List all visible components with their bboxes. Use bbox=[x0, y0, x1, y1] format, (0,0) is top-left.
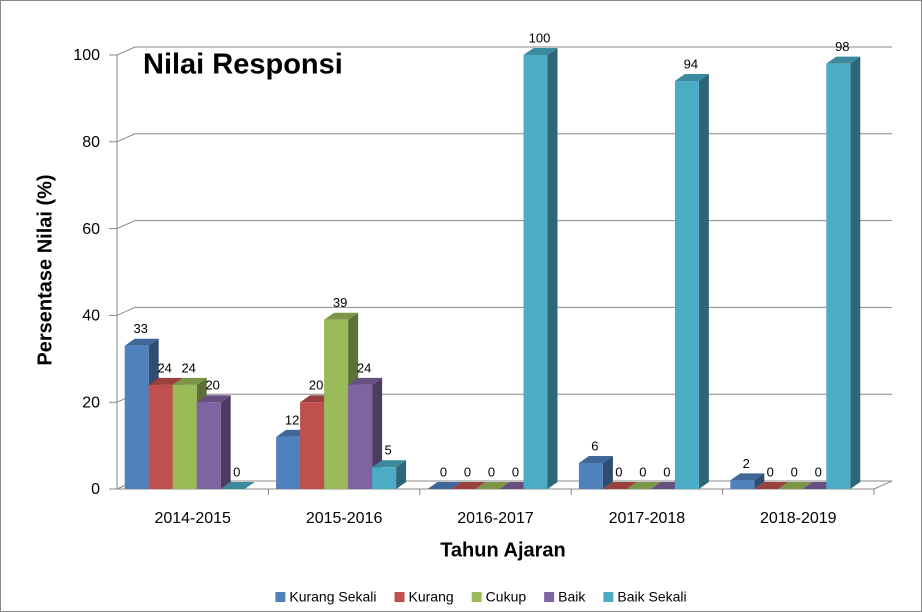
bar bbox=[276, 436, 301, 489]
grid-line bbox=[109, 46, 892, 56]
bar-side bbox=[602, 455, 613, 489]
bar-side bbox=[754, 473, 765, 489]
bar bbox=[124, 345, 149, 489]
value-label: 0 bbox=[663, 464, 670, 479]
bar-side bbox=[396, 460, 407, 489]
value-label: 20 bbox=[309, 378, 323, 393]
value-label: 0 bbox=[615, 464, 622, 479]
value-label: 0 bbox=[512, 464, 519, 479]
bar bbox=[300, 402, 325, 489]
bar bbox=[324, 319, 349, 489]
y-axis-title: Persentase Nilai (%) bbox=[34, 174, 56, 365]
y-tick-label: 60 bbox=[82, 221, 100, 238]
value-label: 24 bbox=[181, 360, 195, 375]
y-tick-label: 80 bbox=[82, 134, 100, 151]
bar-top bbox=[602, 482, 637, 489]
bar bbox=[148, 384, 173, 489]
bar-top bbox=[372, 460, 407, 468]
value-label: 0 bbox=[440, 464, 447, 479]
bar-side bbox=[698, 74, 709, 489]
bar-side bbox=[372, 377, 383, 489]
legend-label: Cukup bbox=[486, 589, 527, 605]
bar-side bbox=[850, 56, 861, 490]
x-tick-label: 2017-2018 bbox=[609, 510, 686, 527]
legend-swatch bbox=[275, 592, 286, 602]
x-axis-title: Tahun Ajaran bbox=[440, 539, 566, 561]
bar-side bbox=[220, 395, 231, 489]
x-tick-label: 2018-2019 bbox=[760, 510, 837, 527]
bar-top bbox=[475, 482, 510, 489]
legend-swatch bbox=[603, 592, 614, 602]
legend-label: Baik Sekali bbox=[617, 589, 686, 605]
bar-top bbox=[730, 473, 765, 481]
bar-top bbox=[172, 377, 207, 385]
value-label: 94 bbox=[684, 56, 698, 71]
bar-top bbox=[451, 482, 486, 489]
bar-top bbox=[778, 482, 813, 489]
y-tick-label: 100 bbox=[73, 47, 100, 64]
value-label: 0 bbox=[815, 464, 822, 479]
value-label: 24 bbox=[357, 360, 371, 375]
bar bbox=[372, 467, 397, 489]
legend-label: Kurang bbox=[409, 589, 454, 605]
bar bbox=[196, 402, 221, 489]
bar-top bbox=[148, 377, 183, 385]
chart-title: Nilai Responsi bbox=[143, 49, 343, 81]
bar bbox=[730, 480, 755, 489]
value-label: 6 bbox=[591, 438, 598, 453]
bar bbox=[348, 384, 373, 489]
value-label: 100 bbox=[529, 30, 551, 45]
bar-top bbox=[196, 395, 231, 403]
bar bbox=[523, 55, 548, 489]
bar-side bbox=[547, 48, 558, 489]
y-tick-label: 40 bbox=[82, 308, 100, 325]
value-label: 98 bbox=[835, 39, 849, 54]
value-label: 2 bbox=[743, 456, 750, 471]
bar-top bbox=[523, 48, 558, 55]
value-label: 0 bbox=[464, 464, 471, 479]
value-label: 0 bbox=[791, 464, 798, 479]
grid-line bbox=[109, 133, 892, 143]
value-label: 5 bbox=[384, 443, 391, 458]
value-label: 39 bbox=[333, 295, 347, 310]
x-tick-label: 2016-2017 bbox=[457, 510, 534, 527]
bar-top bbox=[220, 482, 255, 489]
legend-swatch bbox=[471, 592, 482, 602]
value-label: 0 bbox=[233, 464, 240, 479]
bar-top bbox=[427, 482, 462, 489]
x-tick-label: 2014-2015 bbox=[154, 510, 231, 527]
value-label: 33 bbox=[133, 321, 147, 336]
value-label: 12 bbox=[285, 412, 299, 427]
y-tick-label: 0 bbox=[91, 481, 100, 498]
legend-swatch bbox=[544, 592, 555, 602]
value-label: 0 bbox=[639, 464, 646, 479]
bar bbox=[578, 462, 603, 489]
bar-top bbox=[348, 377, 383, 385]
bar-top bbox=[324, 312, 359, 320]
legend-swatch bbox=[394, 592, 405, 602]
legend: Kurang Sekali Kurang Cukup Baik Baik Sekali bbox=[275, 589, 687, 605]
value-label: 20 bbox=[205, 378, 219, 393]
grid-line bbox=[109, 220, 892, 230]
bar bbox=[674, 81, 699, 489]
legend-label: Baik bbox=[558, 589, 586, 605]
bar-top bbox=[826, 56, 861, 64]
value-label: 0 bbox=[488, 464, 495, 479]
bar-top bbox=[578, 455, 613, 463]
bar bbox=[826, 63, 851, 490]
value-label: 24 bbox=[157, 360, 171, 375]
y-tick-label: 20 bbox=[82, 394, 100, 411]
grid-line bbox=[109, 306, 892, 316]
value-label: 0 bbox=[767, 464, 774, 479]
bar-top bbox=[674, 74, 709, 82]
bar-top bbox=[754, 482, 789, 489]
bar bbox=[172, 384, 197, 489]
bar-top bbox=[626, 482, 661, 489]
x-tick-label: 2015-2016 bbox=[306, 510, 383, 527]
bar-top bbox=[124, 338, 159, 346]
legend-label: Kurang Sekali bbox=[289, 589, 376, 605]
